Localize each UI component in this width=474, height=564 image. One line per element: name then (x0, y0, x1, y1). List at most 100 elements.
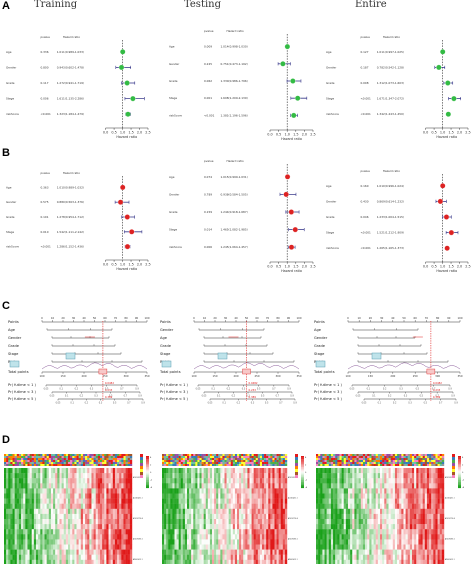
annotation-cell (350, 462, 353, 464)
heatmap-cell (44, 488, 47, 494)
heatmap-cell (63, 473, 67, 479)
heatmap-cell (197, 539, 200, 545)
points-tick-label: 80 (436, 316, 440, 320)
annotation-cell (386, 456, 389, 458)
heatmap-cell (174, 498, 177, 504)
heatmap-cell (114, 549, 118, 555)
heatmap-cell (123, 524, 126, 530)
annotation-cell (228, 460, 231, 462)
heatmap-cell (441, 478, 445, 484)
heatmap-cell (36, 513, 39, 520)
forest-row-hr: 1.608(1.209-2.139) (221, 96, 248, 100)
heatmap-cell (108, 508, 111, 515)
annotation-cell (241, 454, 244, 456)
annotation-cell (59, 458, 62, 460)
color-scale-segment (301, 464, 304, 466)
heatmap-cell (74, 544, 77, 550)
annotation-cell (360, 454, 364, 456)
annotation-cell (316, 458, 319, 460)
heatmap-cell (371, 483, 374, 489)
heatmap-cell (191, 559, 194, 564)
heatmap-cell (127, 513, 131, 520)
annotation-cell (123, 460, 126, 462)
heatmap-cell (237, 513, 240, 520)
heatmap-cell (170, 473, 173, 479)
heatmap-cell (6, 483, 9, 489)
heatmap-cell (270, 544, 273, 550)
heatmap-cell (80, 513, 84, 520)
forest-row-hr: 1.245(1.064-1.457) (221, 245, 248, 249)
annotation-cell (110, 456, 113, 458)
heatmap-cell (93, 493, 96, 499)
heatmap-cell (53, 513, 56, 520)
heatmap-cell (316, 519, 319, 525)
heatmap-cell (27, 534, 30, 540)
annotation-cell (388, 460, 391, 462)
annotation-cell (222, 458, 225, 460)
heatmap-cell (199, 468, 202, 474)
heatmap-cell (316, 529, 319, 535)
heatmap-cell (178, 554, 181, 560)
heatmap-cell (57, 483, 60, 489)
annotation-cell (414, 464, 417, 466)
heatmap-cell (259, 483, 263, 489)
heatmap-cell (57, 493, 60, 499)
annotation-cell (44, 460, 47, 462)
heatmap-cell (339, 524, 342, 530)
points-tick-label: 30 (380, 316, 384, 320)
annotation-cell (397, 462, 400, 464)
heatmap-cell (433, 503, 436, 509)
heatmap-cell (388, 513, 391, 520)
annotation-cell (100, 456, 103, 458)
annotation-cell (276, 462, 279, 464)
heatmap-cell (401, 508, 404, 515)
heatmap-cell (352, 478, 355, 484)
heatmap-cell (46, 493, 49, 499)
heatmap-cell (282, 508, 286, 515)
annotation-cell (36, 460, 39, 462)
heatmap-cell (97, 503, 101, 509)
annotation-cell (174, 460, 177, 462)
total-tick-label: 300 (435, 374, 440, 378)
annotation-cell (394, 458, 398, 460)
heatmap-cell (386, 519, 389, 525)
heatmap-cell (232, 559, 236, 564)
heatmap-cell (239, 493, 242, 499)
heatmap-cell (110, 529, 113, 535)
heatmap-cell (178, 519, 181, 525)
heatmap-cell (203, 483, 206, 489)
heatmap-cell (127, 483, 131, 489)
heatmap-cell (316, 524, 319, 530)
heatmap-cell (76, 493, 79, 499)
heatmap-cell (268, 478, 271, 484)
heatmap-cell (182, 478, 186, 484)
annotation-cell (418, 462, 421, 464)
heatmap-cell (330, 488, 334, 494)
heatmap-cell (416, 488, 419, 494)
annotation-cell (253, 462, 256, 464)
heatmap-cell (399, 508, 402, 515)
heatmap-cell (21, 524, 24, 530)
heatmap-cell (390, 508, 393, 515)
annotation-cell (91, 454, 94, 456)
probability-tick-label: 0.2 (80, 395, 84, 398)
heatmap-cell (245, 478, 248, 484)
annotation-cell (214, 456, 217, 458)
heatmap-cell (70, 539, 73, 545)
heatmap-cell (121, 559, 124, 564)
heatmap-cell (232, 468, 236, 474)
annotation-cell (322, 462, 325, 464)
heatmap-cell (184, 483, 188, 489)
color-scale-segment (301, 475, 304, 477)
heatmap-cell (335, 478, 338, 484)
heatmap-cell (65, 493, 69, 499)
annotation-cell (100, 458, 103, 460)
heatmap-cell (76, 554, 79, 560)
nomograms: PointsAgeGenderGradeStageRis*Total point… (7, 316, 463, 405)
heatmap-cell (85, 534, 88, 540)
annotation-cell (316, 454, 319, 456)
annotation-cell (57, 460, 60, 462)
annotation-cell (50, 456, 54, 458)
heatmap-cell (193, 554, 196, 560)
